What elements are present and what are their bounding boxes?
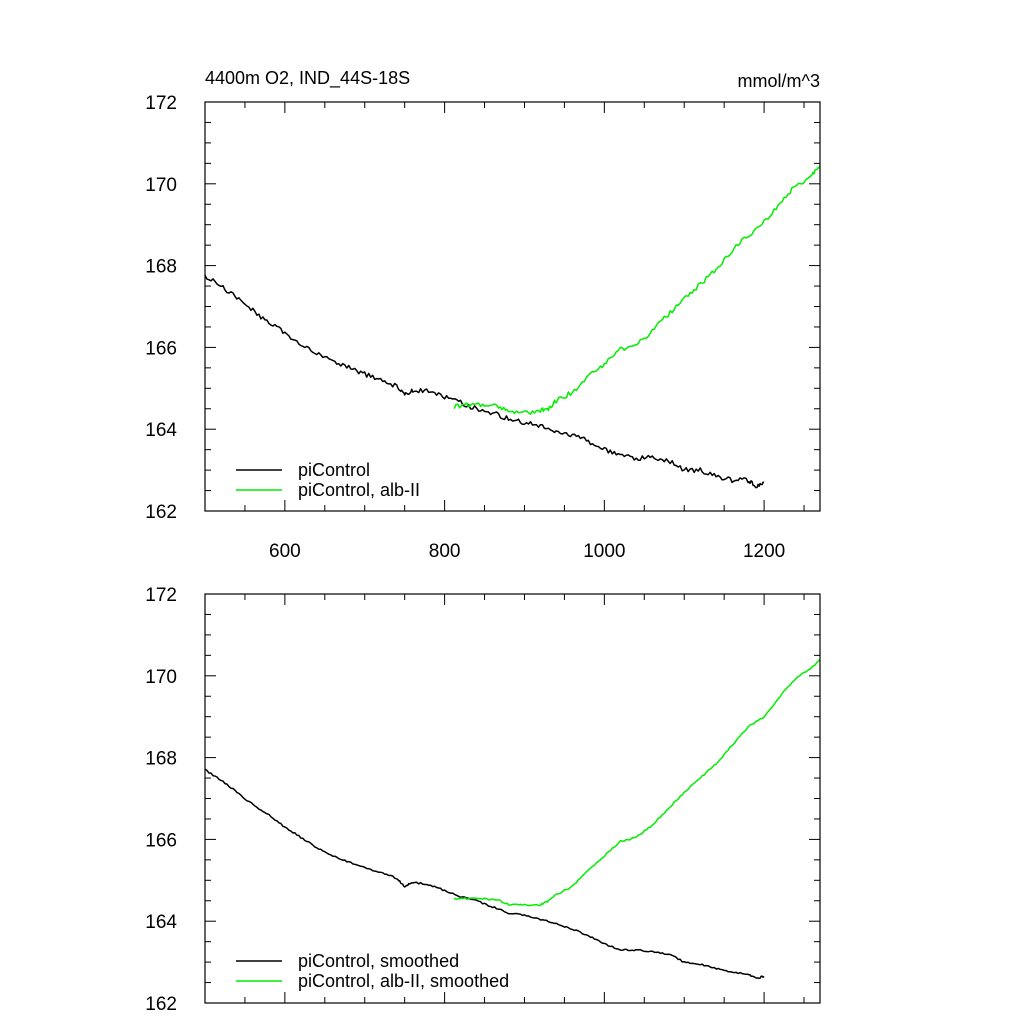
x-tick-label: 600 [269, 541, 301, 562]
y-tick-label: 170 [145, 667, 177, 688]
y-tick-label: 162 [145, 994, 177, 1015]
legend: piControl piControl, alb-II [236, 460, 420, 500]
y-tick-label: 164 [145, 912, 177, 933]
legend: piControl, smoothed piControl, alb-II, s… [236, 951, 509, 991]
series-layer [204, 658, 821, 980]
legend-label-picontrol-smoothed: piControl, smoothed [298, 951, 459, 971]
units-label: mmol/m^3 [738, 71, 820, 91]
legend-label-alb-ii: piControl, alb-II [298, 480, 420, 500]
legend-label-alb-ii-smoothed: piControl, alb-II, smoothed [298, 971, 509, 991]
y-tick-label: 166 [145, 338, 177, 359]
series-line-1 [453, 165, 821, 415]
axes-layer: 162 164 166 168 170 172 [145, 585, 821, 1015]
x-tick-label: 1000 [583, 541, 625, 562]
y-tick-label: 168 [145, 749, 177, 770]
y-tick-label: 162 [145, 502, 177, 523]
y-tick-label: 172 [145, 93, 177, 114]
bottom-panel: 162 164 166 168 170 172 piControl, smoothed p… [145, 585, 821, 1015]
axes-layer: 600 800 1000 1200 162 164 166 168 170 172 [145, 93, 821, 562]
series-line-0 [204, 768, 765, 980]
plot-frame [204, 101, 821, 512]
y-tick-label: 168 [145, 257, 177, 278]
y-tick-label: 166 [145, 830, 177, 851]
x-tick-label: 800 [429, 541, 461, 562]
series-layer [204, 165, 821, 489]
y-tick-label: 164 [145, 420, 177, 441]
top-panel: 4400m O2, IND_44S-18S mmol/m^3 600 800 100… [145, 68, 821, 562]
y-tick-label: 170 [145, 175, 177, 196]
legend-label-picontrol: piControl [298, 460, 370, 480]
panel-title: 4400m O2, IND_44S-18S [205, 68, 410, 89]
series-line-1 [453, 658, 821, 907]
x-tick-label: 1200 [743, 541, 785, 562]
y-tick-label: 172 [145, 585, 177, 606]
series-line-0 [204, 274, 765, 489]
plot-frame [204, 593, 821, 1004]
